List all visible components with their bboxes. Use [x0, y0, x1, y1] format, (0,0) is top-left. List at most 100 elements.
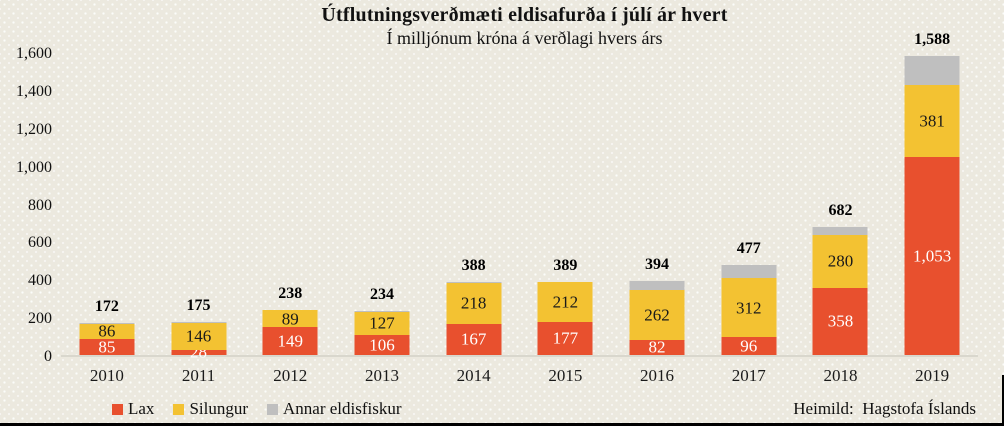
y-tick-label: 1,600 — [16, 45, 52, 62]
legend-swatch-icon — [173, 403, 185, 415]
title-block: Útflutningsverðmæti eldisafurða í júlí á… — [55, 4, 994, 49]
bar-segment-silungur-2015: 212 — [537, 281, 593, 322]
x-tick-label: 2018 — [823, 366, 858, 385]
x-tick-label: 2019 — [915, 366, 950, 385]
bar-total-label: 394 — [645, 255, 670, 273]
bar-segment-lax-2019: 1,053 — [904, 156, 960, 355]
bar-column-2014: 167 218 388 2014 — [428, 54, 520, 385]
bar-column-2010: 85 86 172 2010 — [61, 54, 153, 385]
bar-segment-lax-2013: 106 — [354, 335, 410, 355]
segment-value-label: 262 — [644, 305, 670, 325]
y-tick-label: 0 — [44, 348, 52, 365]
bar-segment-annar-eldisfiskur-2018 — [812, 226, 868, 235]
legend: Lax Silungur Annar eldisfiskur — [112, 399, 402, 419]
bar-column-2013: 106 127 234 2013 — [336, 54, 428, 385]
x-tick-label: 2016 — [640, 366, 675, 385]
bar-segment-silungur-2016: 262 — [629, 290, 685, 340]
x-tick-label: 2011 — [181, 366, 216, 385]
segment-value-label: 146 — [185, 326, 212, 346]
bar-segment-lax-2012: 149 — [262, 326, 318, 355]
y-tick-label: 1,000 — [16, 158, 52, 176]
bar-segment-silungur-2018: 280 — [812, 234, 868, 288]
x-tick-label: 2010 — [89, 366, 124, 385]
bar-column-2016: 82 262 394 2016 — [611, 54, 703, 385]
legend-label: Lax — [128, 399, 155, 418]
segment-value-label: 127 — [369, 313, 395, 333]
y-tick-label: 600 — [28, 234, 52, 252]
bar-stack-2019: 1,053 381 1,588 — [904, 31, 960, 355]
bar-segment-lax-2010: 85 — [79, 337, 135, 357]
bar-segment-silungur-2013: 127 — [354, 311, 410, 336]
bar-segment-silungur-2012: 89 — [262, 309, 318, 329]
source-note: Heimild: Hagstofa Íslands — [793, 399, 976, 418]
y-tick-label: 200 — [28, 310, 52, 328]
plot-area: 85 86 172 2010 28 146 175 2011 149 89 238 2012 106 12… — [61, 31, 978, 385]
segment-value-label: 106 — [369, 335, 395, 355]
bar-stack-2011: 28 146 175 — [171, 54, 227, 361]
bar-segment-annar-eldisfiskur-2017 — [721, 265, 777, 279]
legend-item-lax: Lax — [112, 399, 154, 419]
segment-value-label: 167 — [460, 329, 487, 349]
bar-stack-2016: 82 262 394 — [629, 54, 685, 356]
y-axis: 0 200 400 600 800 1,000 1,200 1,400 1,600 — [0, 46, 52, 365]
y-tick-label: 1,200 — [16, 120, 52, 138]
segment-value-label: 212 — [552, 292, 579, 312]
bar-segment-silungur-2014: 218 — [446, 282, 502, 324]
bar-segment-silungur-2011: 146 — [171, 322, 227, 350]
bar-stack-2010: 85 86 172 — [79, 54, 135, 357]
bar-column-2011: 28 146 175 2011 — [153, 54, 245, 385]
legend-item-annar-eldisfiskur: Annar eldisfiskur — [267, 399, 402, 419]
y-tick-label: 400 — [28, 272, 52, 290]
segment-value-label: 312 — [735, 298, 762, 318]
segment-value-label: 89 — [281, 309, 299, 329]
bar-column-2017: 96 312 477 2017 — [703, 54, 795, 385]
bar-segment-annar-eldisfiskur-2019 — [904, 56, 960, 86]
bar-total-label: 682 — [828, 201, 853, 219]
bar-column-2015: 177 212 389 2015 — [520, 54, 612, 385]
legend-label: Annar eldisfiskur — [283, 399, 402, 418]
bar-segment-annar-eldisfiskur-2016 — [629, 280, 685, 291]
bar-total-label: 389 — [553, 256, 578, 274]
legend-label: Silungur — [189, 399, 248, 418]
bar-stack-2017: 96 312 477 — [721, 54, 777, 356]
segment-value-label: 85 — [98, 337, 116, 357]
chart-subtitle: Í milljónum króna á verðlagi hvers árs — [386, 28, 663, 48]
bar-column-2018: 358 280 682 2018 — [795, 54, 887, 385]
bar-segment-annar-eldisfiskur-2014 — [446, 282, 502, 283]
y-tick-label: 800 — [28, 196, 52, 214]
bar-stack-2018: 358 280 682 — [812, 54, 868, 355]
segment-value-label: 149 — [277, 331, 303, 351]
segment-value-label: 1,053 — [913, 246, 952, 266]
y-tick-label: 1,400 — [16, 82, 52, 100]
bar-column-2012: 149 89 238 2012 — [244, 54, 336, 385]
segment-value-label: 218 — [460, 293, 487, 313]
bar-segment-lax-2011: 28 — [171, 344, 227, 361]
x-tick-label: 2015 — [548, 366, 583, 385]
bar-stack-2014: 167 218 388 — [446, 54, 502, 355]
legend-swatch-icon — [267, 403, 278, 415]
bar-total-label: 175 — [186, 297, 211, 315]
x-tick-label: 2014 — [456, 366, 491, 385]
bar-segment-lax-2017: 96 — [721, 336, 777, 356]
x-tick-label: 2012 — [273, 366, 308, 385]
segment-value-label: 280 — [827, 251, 854, 271]
x-tick-label: 2017 — [731, 366, 766, 385]
bar-segment-silungur-2017: 312 — [721, 278, 777, 337]
bar-segment-lax-2015: 177 — [537, 321, 593, 355]
bar-stack-2013: 106 127 234 — [354, 54, 410, 355]
bar-total-label: 388 — [461, 257, 486, 275]
segment-value-label: 86 — [98, 321, 116, 341]
bar-stack-2012: 149 89 238 — [262, 54, 318, 355]
bar-segment-lax-2018: 358 — [812, 287, 868, 355]
segment-value-label: 381 — [919, 111, 945, 131]
segment-value-label: 177 — [552, 328, 579, 348]
segment-value-label: 96 — [740, 336, 758, 356]
bar-total-label: 477 — [736, 240, 761, 258]
bar-segment-silungur-2010: 86 — [79, 321, 135, 341]
chart-title: Útflutningsverðmæti eldisafurða í júlí á… — [321, 4, 728, 26]
bar-total-label: 234 — [369, 285, 394, 303]
segment-value-label: 358 — [827, 311, 854, 331]
bar-total-label: 1,588 — [914, 31, 951, 49]
legend-item-silungur: Silungur — [173, 399, 248, 419]
